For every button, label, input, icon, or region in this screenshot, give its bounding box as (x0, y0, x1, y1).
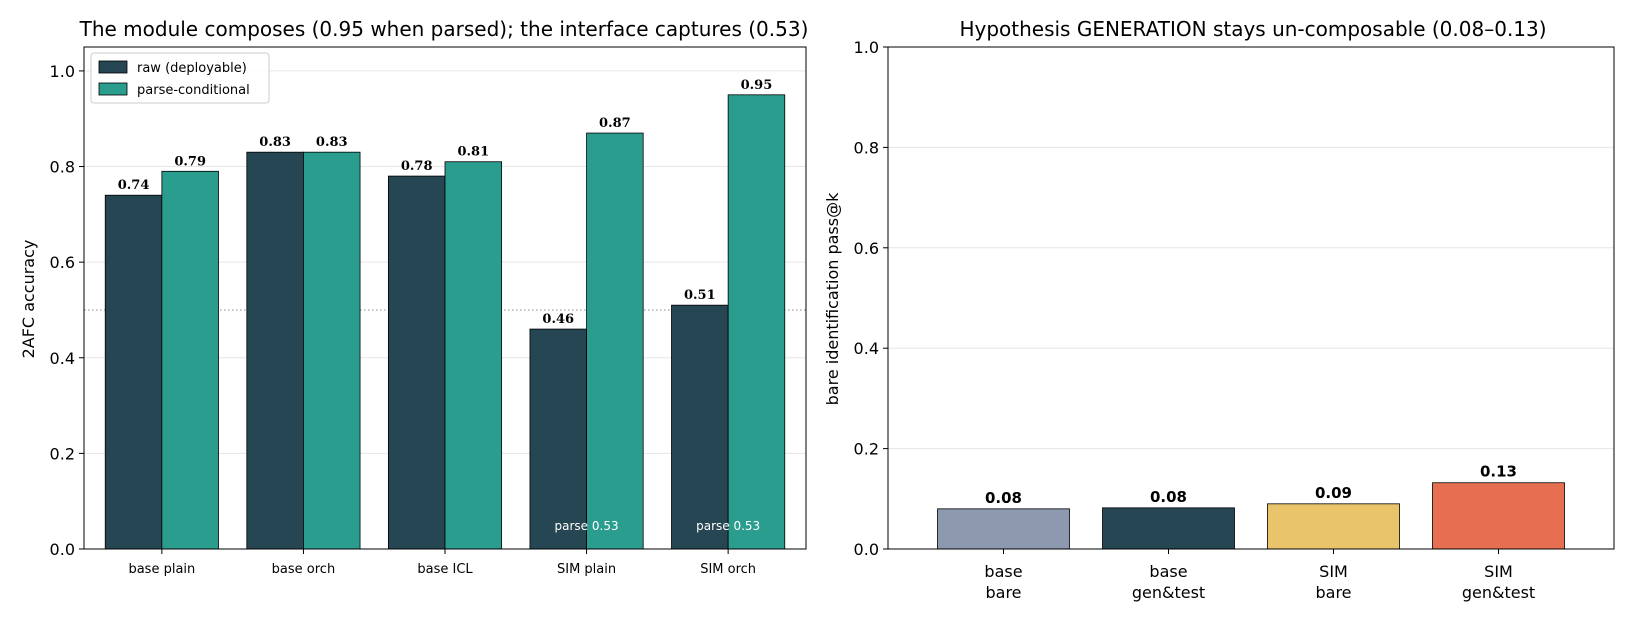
left-bar-value-label: 0.46 (542, 312, 574, 327)
left-y-tick-label: 0.2 (50, 444, 75, 463)
right-chart-title: Hypothesis GENERATION stays un-composabl… (959, 17, 1546, 41)
left-bar-parse (586, 132, 644, 550)
left-y-tick-label: 1.0 (50, 62, 75, 81)
left-parse-annotation: parse 0.53 (555, 519, 619, 533)
left-x-tick-label: SIM orch (700, 562, 756, 577)
right-x-tick-label: gen&test (1462, 583, 1535, 602)
left-legend: raw (deployable) parse-conditional (90, 52, 270, 104)
left-bar-value-label: 0.78 (401, 159, 433, 174)
left-plot-frame (83, 46, 807, 550)
left-y-tick-label: 0.8 (50, 158, 75, 177)
left-x-tick-label: SIM plain (557, 562, 616, 577)
left-bar-value-label: 0.74 (118, 178, 150, 193)
left-x-tick-label: base orch (272, 562, 336, 577)
right-bar-value-label: 0.08 (1150, 488, 1187, 506)
right-bar (937, 508, 1070, 550)
left-bar-value-label: 0.83 (259, 135, 291, 150)
right-y-axis-label: bare identification pass@k (823, 192, 842, 405)
left-bar-parse (727, 94, 786, 550)
left-legend-swatch (98, 60, 128, 74)
left-legend-swatch (98, 82, 128, 96)
left-axes: 0.0 0.2 0.4 0.6 0.8 1.0 base plain base orch bas… (50, 46, 807, 577)
left-bar-value-label: 0.95 (741, 78, 773, 93)
left-bar-parse (161, 170, 219, 550)
left-x-tick-label: base ICL (417, 562, 473, 577)
right-x-tick-label: base (1149, 562, 1187, 581)
right-x-tick-label: gen&test (1132, 583, 1205, 602)
right-bar (1267, 503, 1400, 550)
left-legend-entry: parse-conditional (137, 83, 250, 98)
left-legend-box (90, 52, 270, 104)
left-bar-raw (387, 175, 446, 550)
left-bar-raw (246, 151, 304, 550)
left-chart: The module composes (0.95 when parsed); … (19, 17, 808, 577)
right-bar (1432, 482, 1565, 550)
right-axes: 0.0 0.2 0.4 0.6 0.8 1.0 base bare base gen&test SI… (854, 38, 1615, 602)
left-bar-parse (303, 151, 361, 550)
left-bar-value-label: 0.81 (457, 145, 489, 160)
left-bar-value-label: 0.83 (316, 135, 348, 150)
right-y-tick-label: 0.8 (854, 138, 879, 157)
left-bars: 0.74 0.79 0.83 0.83 0.78 0.81 0.46 0.87 0.51 0.95… (104, 78, 786, 550)
right-x-tick-label: bare (985, 583, 1021, 602)
left-bar-raw (529, 328, 587, 550)
left-bar-raw (104, 194, 163, 550)
right-y-tick-label: 0.4 (854, 339, 879, 358)
right-bar (1102, 507, 1235, 550)
left-x-tick-label: base plain (128, 562, 195, 577)
left-legend-entry: raw (deployable) (137, 61, 247, 76)
left-bar-value-label: 0.51 (684, 288, 716, 303)
left-y-axis-label: 2AFC accuracy (19, 240, 38, 359)
left-y-tick-label: 0.0 (50, 540, 75, 559)
right-x-tick-label: SIM (1319, 562, 1348, 581)
right-x-tick-label: bare (1315, 583, 1351, 602)
right-bar-value-label: 0.09 (1315, 484, 1352, 502)
right-y-tick-label: 0.6 (854, 239, 879, 258)
left-y-tick-label: 0.6 (50, 253, 75, 272)
left-parse-annotation: parse 0.53 (696, 519, 760, 533)
right-bars: 0.08 0.08 0.09 0.13 (937, 463, 1565, 550)
right-bar-value-label: 0.13 (1480, 463, 1517, 481)
left-bar-raw (671, 304, 729, 550)
right-chart: Hypothesis GENERATION stays un-composabl… (823, 17, 1615, 602)
right-bar-value-label: 0.08 (985, 489, 1022, 507)
right-x-tick-label: SIM (1484, 562, 1513, 581)
left-chart-title: The module composes (0.95 when parsed); … (79, 17, 809, 41)
left-bar-value-label: 0.79 (174, 154, 206, 169)
right-y-tick-label: 0.0 (854, 540, 879, 559)
right-x-tick-label: base (984, 562, 1022, 581)
right-y-tick-label: 0.2 (854, 440, 879, 459)
left-bar-value-label: 0.87 (599, 116, 631, 131)
right-plot-frame (887, 46, 1615, 550)
right-y-tick-label: 1.0 (854, 38, 879, 57)
left-bar-parse (444, 161, 503, 550)
left-y-tick-label: 0.4 (50, 349, 75, 368)
